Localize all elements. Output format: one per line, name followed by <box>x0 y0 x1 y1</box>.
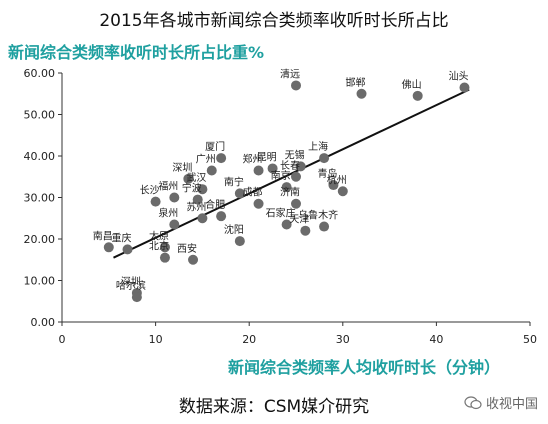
data-point <box>103 242 114 253</box>
point-label: 哈尔滨 <box>116 279 146 292</box>
data-point <box>281 219 292 230</box>
y-tick-label: 0.00 <box>31 316 56 329</box>
data-point <box>328 180 339 191</box>
point-label: 苏州 <box>186 200 206 213</box>
point-label: 宁波 <box>182 182 202 195</box>
point-label: 南宁 <box>224 175 244 188</box>
data-point <box>159 242 170 253</box>
data-point <box>295 161 306 172</box>
point-label: 重庆 <box>112 231 132 244</box>
data-point <box>122 244 133 255</box>
point-label: 无锡 <box>285 148 305 161</box>
point-label: 济南 <box>280 186 300 199</box>
point-label: 长春 <box>280 160 300 172</box>
point-label: 北京 <box>149 240 169 253</box>
x-tick-label: 10 <box>149 333 163 346</box>
point-label: 泉州 <box>158 206 178 219</box>
data-point <box>188 254 199 265</box>
data-point <box>253 165 264 176</box>
data-point <box>197 184 208 195</box>
data-point <box>183 173 194 184</box>
point-label: 沈阳 <box>224 223 244 236</box>
point-label: 武汉 <box>186 171 206 184</box>
data-point <box>197 213 208 224</box>
data-point <box>131 292 142 303</box>
point-label: 上海 <box>308 140 328 153</box>
data-source: 数据来源：CSM媒介研究 <box>178 397 370 417</box>
data-point <box>150 196 161 207</box>
data-point <box>253 198 264 209</box>
data-point <box>234 236 245 247</box>
y-tick-label: 10.00 <box>24 275 56 288</box>
data-point <box>291 80 301 91</box>
point-label: 成都 <box>243 187 263 199</box>
data-point <box>356 88 367 99</box>
data-point <box>192 194 203 205</box>
chart-title: 新闻综合类频率收听时长所占比重% <box>8 43 264 62</box>
data-point <box>291 198 301 209</box>
point-label: 天津 <box>289 214 309 226</box>
point-label: 长沙 <box>140 185 160 197</box>
point-label: 合肥 <box>205 198 225 211</box>
data-point <box>291 171 301 182</box>
point-label: 乌鲁木齐 <box>298 209 338 222</box>
y-tick-label: 40.00 <box>24 150 56 163</box>
data-point <box>159 252 170 263</box>
y-tick-label: 60.00 <box>24 67 56 80</box>
x-tick-label: 40 <box>429 333 443 346</box>
y-tick-label: 50.00 <box>24 109 56 122</box>
watermark-text: 收视中国 <box>485 397 538 412</box>
point-label: 深圳 <box>172 162 192 174</box>
data-point <box>459 82 470 93</box>
trend-line <box>113 88 470 259</box>
y-tick-label: 20.00 <box>24 233 56 246</box>
page-title: 2015年各城市新闻综合类频率收听时长所占比 <box>99 11 449 31</box>
data-point <box>337 186 348 197</box>
point-label: 昆明 <box>257 151 277 163</box>
point-label: 厦门 <box>205 140 225 153</box>
data-point <box>216 153 227 164</box>
point-label: 南京 <box>271 169 291 182</box>
data-point <box>234 188 245 199</box>
point-label: 太原 <box>149 229 169 242</box>
data-point <box>206 165 217 176</box>
point-label: 佛山 <box>402 78 422 91</box>
point-label: 深圳 <box>121 276 141 288</box>
data-point <box>281 182 292 193</box>
data-point <box>169 192 180 203</box>
point-label: 福州 <box>158 180 178 193</box>
point-label: 清远 <box>280 67 300 80</box>
point-label: 汕头 <box>448 71 468 83</box>
point-label: 邯郸 <box>346 76 366 89</box>
data-point <box>267 163 278 174</box>
scatter-chart: 新闻综合类频率收听时长所占比重% 0.00 10.00 20.00 30.00 40.00… <box>8 43 537 377</box>
wechat-icon <box>464 395 482 409</box>
data-point <box>216 211 227 222</box>
x-tick-label: 0 <box>59 333 66 346</box>
x-tick-label: 20 <box>242 333 256 346</box>
data-point <box>319 153 330 164</box>
data-point <box>169 219 180 230</box>
y-tick-label: 30.00 <box>24 192 56 205</box>
point-label: 南昌 <box>93 229 113 242</box>
x-axis-title: 新闻综合类频率人均收听时长（分钟） <box>228 358 500 377</box>
point-label: 杭州 <box>327 173 347 186</box>
x-tick-label: 30 <box>336 333 350 346</box>
data-point <box>319 221 330 232</box>
point-label: 石家庄 <box>266 206 296 219</box>
point-label: 青岛 <box>317 167 337 180</box>
point-label: 广州 <box>196 154 216 166</box>
point-label: 西安 <box>177 242 197 255</box>
data-point <box>412 90 423 101</box>
point-label: 郑州 <box>243 153 263 166</box>
watermark: 收视中国 <box>464 393 538 412</box>
x-tick-label: 50 <box>523 333 537 346</box>
data-point <box>300 225 311 236</box>
